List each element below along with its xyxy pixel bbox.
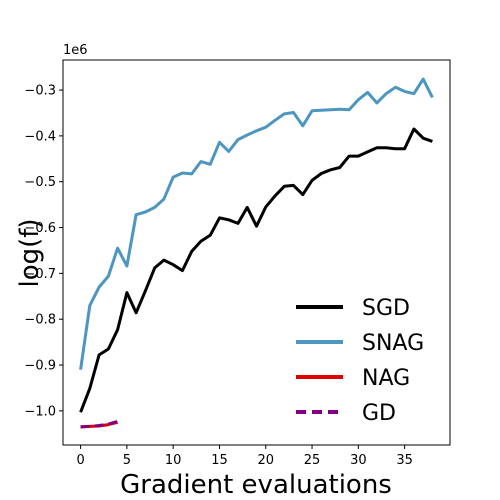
legend-label-nag: NAG [362,366,410,391]
legend-label-sgd: SGD [362,296,410,321]
y-offset-label: 1e6 [63,43,88,58]
legend: SGD SNAG NAG GD [296,296,424,426]
x-tick-label: 5 [123,453,131,468]
y-tick-label: −0.6 [24,221,56,236]
y-axis-label: log(f) [15,218,45,287]
legend-label-snag: SNAG [362,331,424,356]
y-tick-label: −1.0 [24,404,56,419]
x-tick-label: 25 [304,453,321,468]
y-axis: −1.0 −0.9 −0.8 −0.7 −0.6 −0.5 −0.4 −0.3 [24,84,63,419]
x-tick-label: 30 [350,453,367,468]
series-layer [79,77,434,429]
x-axis: 0 5 10 15 20 25 30 35 [76,445,413,468]
x-tick-label: 10 [165,453,182,468]
series-line-gd [80,419,119,429]
x-axis-label: Gradient evaluations [120,470,392,500]
y-tick-label: −0.9 [24,359,56,374]
series-line-sgd [79,127,433,413]
y-tick-label: −0.7 [24,267,56,282]
y-tick-label: −0.8 [24,313,56,328]
plot-frame [62,59,451,446]
x-tick-label: 35 [396,453,413,468]
y-tick-label: −0.3 [24,84,56,99]
x-tick-label: 0 [76,453,84,468]
y-tick-label: −0.4 [24,129,56,144]
x-tick-label: 15 [211,453,228,468]
y-tick-label: −0.5 [24,175,56,190]
legend-label-gd: GD [362,401,396,426]
series-line-snag [79,77,434,370]
x-tick-label: 20 [257,453,274,468]
